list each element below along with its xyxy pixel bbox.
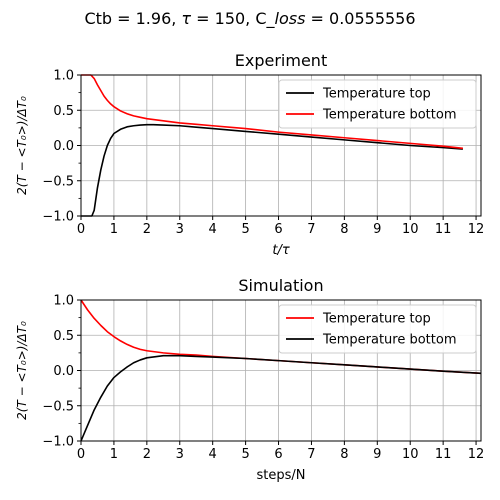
y-tick-label: −0.5 — [42, 174, 74, 189]
chart-title: Experiment — [235, 51, 327, 70]
series-line-1 — [81, 123, 463, 217]
x-tick-label: 9 — [373, 447, 381, 462]
y-tick-label: −0.5 — [42, 399, 74, 414]
legend-label-2: Temperature bottom — [322, 333, 457, 348]
x-tick-label: 7 — [307, 447, 315, 462]
y-tick-label: 0.5 — [53, 329, 74, 344]
x-tick-label: 1 — [110, 447, 118, 462]
y-tick-label: 1.0 — [53, 69, 74, 84]
x-tick-label: 3 — [176, 222, 184, 237]
y-tick-label: 0.5 — [53, 104, 74, 119]
series-line-2 — [80, 354, 482, 442]
y-axis-label: 2(T − <T₀>)/ΔT₀ — [15, 321, 29, 420]
x-tick-label: 1 — [110, 222, 118, 237]
x-tick-label: 7 — [307, 222, 315, 237]
y-tick-label: −1.0 — [42, 210, 74, 225]
x-tick-label: 11 — [435, 447, 452, 462]
x-tick-label: 8 — [340, 447, 348, 462]
suptitle-prefix: Ctb = 1.96, — [84, 9, 182, 28]
legend-label-1: Temperature top — [322, 312, 431, 327]
suptitle-loss: loss — [274, 9, 306, 28]
x-tick-label: 4 — [209, 447, 217, 462]
x-tick-label: 6 — [274, 222, 282, 237]
figure-suptitle: Ctb = 1.96, τ = 150, C_loss = 0.0555556 — [0, 9, 500, 28]
x-tick-label: 0 — [77, 222, 85, 237]
x-tick-label: 2 — [143, 447, 151, 462]
x-tick-label: 4 — [209, 222, 217, 237]
y-tick-label: 1.0 — [53, 294, 74, 309]
x-tick-label: 5 — [241, 447, 249, 462]
legend: Temperature top Temperature bottom — [278, 79, 477, 129]
y-tick-label: 0.0 — [53, 364, 74, 379]
x-tick-label: 12 — [468, 447, 485, 462]
x-tick-label: 0 — [77, 447, 85, 462]
x-axis-label: t/τ — [272, 243, 289, 258]
y-tick-label: 0.0 — [53, 139, 74, 154]
chart-panel-2: 0 1 2 3 4 5 6 7 8 9 10 11 12−1.0−0.50.00.51.0Simulat… — [15, 276, 484, 483]
x-tick-label: 9 — [373, 222, 381, 237]
legend-label-1: Temperature top — [322, 87, 431, 102]
x-tick-label: 8 — [340, 222, 348, 237]
x-tick-label: 11 — [435, 222, 452, 237]
x-tick-label: 5 — [241, 222, 249, 237]
legend: Temperature top Temperature bottom — [278, 304, 477, 354]
suptitle-tau-symbol: τ — [181, 9, 192, 28]
chart-panel-1: 0 1 2 3 4 5 6 7 8 9 10 11 12−1.0−0.50.00.51.0Experim… — [15, 51, 484, 258]
legend-frame — [278, 304, 477, 354]
x-tick-label: 10 — [402, 222, 419, 237]
y-axis-label: 2(T − <T₀>)/ΔT₀ — [15, 96, 29, 195]
suptitle-suffix: = 0.0555556 — [305, 9, 416, 28]
x-tick-label: 3 — [176, 447, 184, 462]
series-line-2 — [81, 74, 463, 150]
x-tick-label: 2 — [143, 222, 151, 237]
x-tick-label: 12 — [468, 222, 485, 237]
x-tick-label: 10 — [402, 447, 419, 462]
suptitle-mid: = 150, C_ — [191, 9, 275, 28]
x-axis-label: steps/N — [257, 468, 306, 483]
legend-frame — [278, 79, 477, 129]
chart-title: Simulation — [238, 276, 323, 295]
legend-label-2: Temperature bottom — [322, 108, 457, 123]
y-tick-label: −1.0 — [42, 435, 74, 450]
x-tick-label: 6 — [274, 447, 282, 462]
